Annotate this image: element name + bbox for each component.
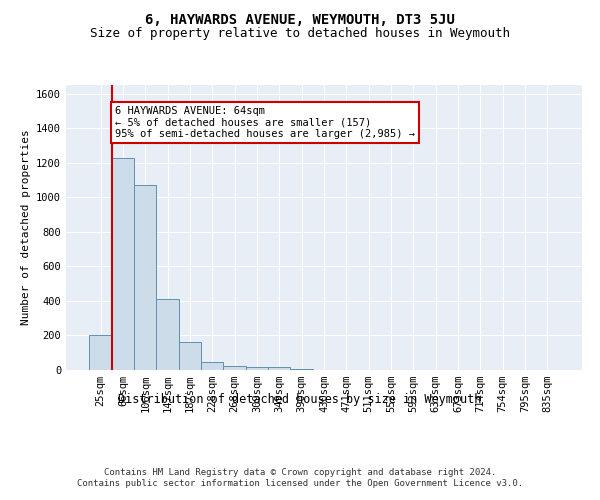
Text: Contains HM Land Registry data © Crown copyright and database right 2024.
Contai: Contains HM Land Registry data © Crown c… xyxy=(77,468,523,487)
Bar xyxy=(223,366,246,370)
Bar xyxy=(179,342,201,370)
Bar xyxy=(112,158,134,370)
Text: Distribution of detached houses by size in Weymouth: Distribution of detached houses by size … xyxy=(118,392,482,406)
Bar xyxy=(157,299,179,370)
Bar xyxy=(290,369,313,370)
Bar xyxy=(201,362,223,370)
Text: Size of property relative to detached houses in Weymouth: Size of property relative to detached ho… xyxy=(90,28,510,40)
Y-axis label: Number of detached properties: Number of detached properties xyxy=(20,130,31,326)
Bar xyxy=(89,334,112,370)
Bar xyxy=(134,185,157,370)
Text: 6 HAYWARDS AVENUE: 64sqm
← 5% of detached houses are smaller (157)
95% of semi-d: 6 HAYWARDS AVENUE: 64sqm ← 5% of detache… xyxy=(115,106,415,139)
Text: 6, HAYWARDS AVENUE, WEYMOUTH, DT3 5JU: 6, HAYWARDS AVENUE, WEYMOUTH, DT3 5JU xyxy=(145,12,455,26)
Bar xyxy=(246,368,268,370)
Bar xyxy=(268,368,290,370)
